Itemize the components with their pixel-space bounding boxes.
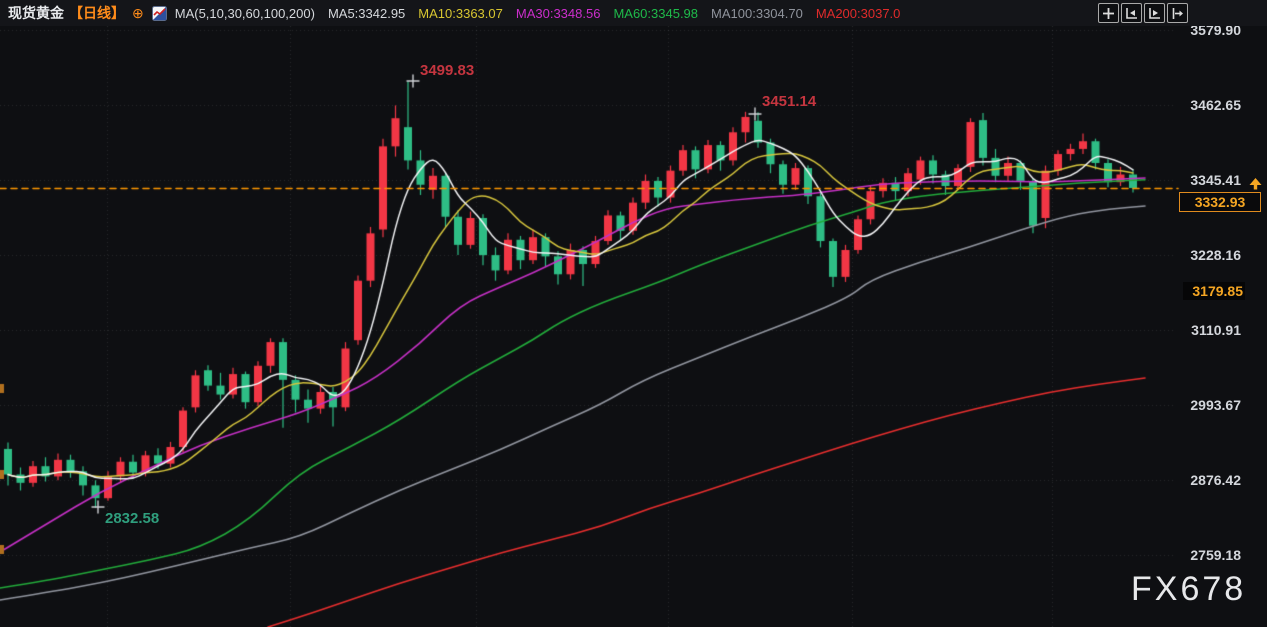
level-price-tag: 3179.85 bbox=[1183, 281, 1245, 300]
ma100-value: MA100:3304.70 bbox=[711, 5, 803, 21]
ma-group-label: MA(5,10,30,60,100,200) bbox=[174, 5, 315, 21]
last-price-tag: 3332.93 bbox=[1179, 191, 1261, 212]
y-axis-tick-label: 3345.41 bbox=[1190, 171, 1241, 188]
swing-high-annotation: 3451.14 bbox=[762, 93, 817, 110]
y-axis-tick-label: 2876.42 bbox=[1190, 472, 1241, 488]
high-annotation: 3499.83 bbox=[420, 62, 475, 79]
scale-right-tool-icon[interactable] bbox=[1144, 3, 1165, 23]
pan-right-tool-icon[interactable] bbox=[1167, 3, 1188, 23]
scale-left-tool-icon[interactable] bbox=[1121, 3, 1142, 23]
ma200-value: MA200:3037.0 bbox=[815, 5, 901, 21]
symbol-title: 现货黄金 bbox=[8, 5, 64, 21]
low-annotation: 2832.58 bbox=[105, 510, 160, 527]
move-tool-icon[interactable] bbox=[1098, 3, 1119, 23]
y-axis-tick-label: 2759.18 bbox=[1190, 547, 1241, 563]
ma60-value: MA60:3345.98 bbox=[613, 5, 699, 21]
fx678-watermark: FX678 bbox=[1131, 570, 1247, 608]
globe-plus-icon[interactable]: ⊕ bbox=[132, 5, 144, 21]
timeframe-label[interactable]: 【日线】 bbox=[69, 5, 125, 21]
chart-header-bar: 现货黄金 【日线】 ⊕ MA(5,10,30,60,100,200) MA5:3… bbox=[0, 0, 1267, 26]
y-axis-tick-label: 2993.67 bbox=[1190, 397, 1241, 413]
chart-logo-icon bbox=[151, 5, 167, 21]
y-axis-tick-label: 3228.16 bbox=[1190, 247, 1241, 263]
ma5-value: MA5:3342.95 bbox=[327, 5, 406, 21]
price-up-arrow-icon bbox=[1249, 177, 1262, 195]
y-axis-tick-label: 3579.90 bbox=[1190, 22, 1241, 38]
y-axis-tick-label: 3110.91 bbox=[1191, 322, 1241, 338]
ma10-value: MA10:3363.07 bbox=[418, 5, 503, 21]
ma30-value: MA30:3348.56 bbox=[515, 5, 601, 21]
y-axis-tick-label: 3462.65 bbox=[1190, 97, 1241, 113]
chart-toolbar bbox=[1098, 3, 1188, 23]
